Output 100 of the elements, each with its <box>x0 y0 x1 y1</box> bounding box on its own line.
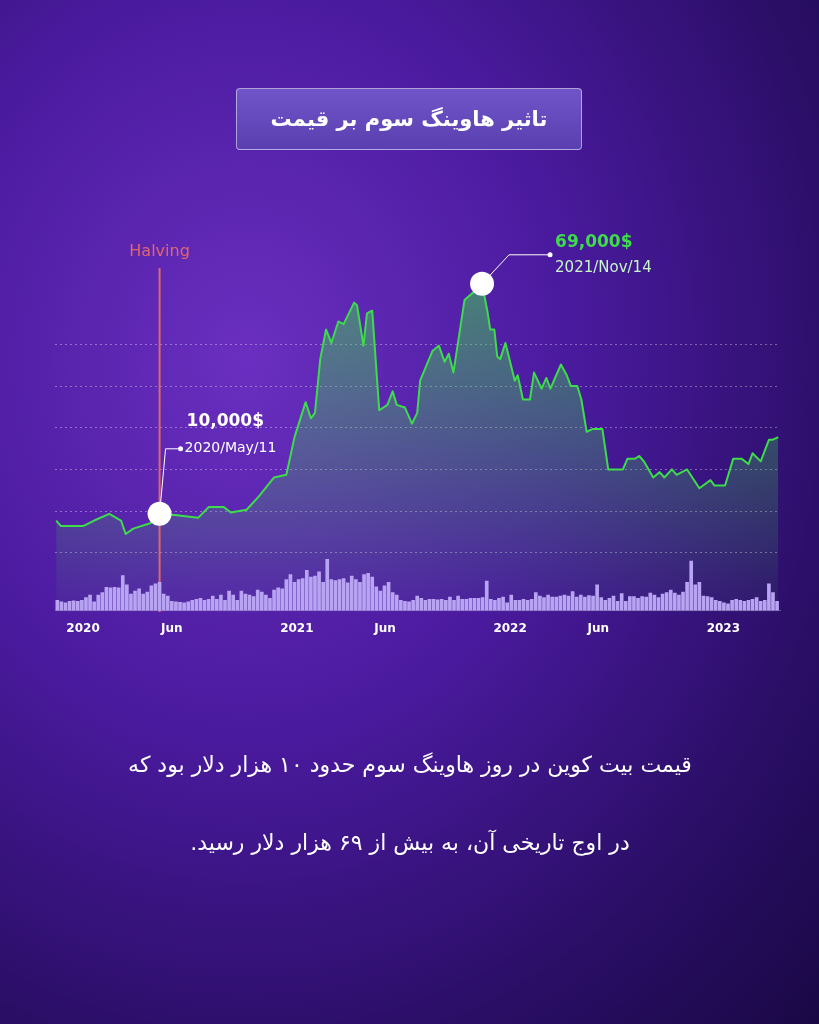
bar <box>165 595 170 611</box>
bar <box>648 592 653 611</box>
bar <box>120 575 125 611</box>
bar <box>399 599 403 611</box>
bar <box>170 600 174 611</box>
bar <box>439 598 444 611</box>
bar <box>325 559 330 611</box>
bar <box>722 602 726 611</box>
bar <box>493 599 497 611</box>
bar <box>734 598 739 611</box>
bar <box>349 575 354 611</box>
bar <box>452 599 456 611</box>
bar <box>215 598 219 611</box>
bar <box>595 584 599 611</box>
x-tick-label: Jun <box>586 620 610 635</box>
bar <box>456 595 460 611</box>
bar <box>276 587 280 611</box>
bar <box>304 570 309 611</box>
bar <box>619 593 624 611</box>
bar <box>546 594 550 611</box>
bar <box>88 594 92 611</box>
bar <box>677 594 681 611</box>
bar <box>509 594 514 611</box>
bar <box>730 599 734 611</box>
bar <box>587 595 591 611</box>
bar <box>255 589 260 611</box>
bar <box>133 590 137 611</box>
bar <box>80 599 84 611</box>
bar <box>210 595 215 611</box>
bar <box>668 589 673 611</box>
x-tick-label: 2021 <box>280 620 314 635</box>
bar <box>96 594 101 611</box>
bar <box>313 575 317 611</box>
bar <box>186 601 191 611</box>
bar <box>460 598 465 611</box>
annotation: 10,000$ <box>186 410 265 431</box>
bar <box>738 599 743 611</box>
bar <box>497 597 501 611</box>
bar <box>84 597 88 611</box>
bar <box>578 594 583 611</box>
bar <box>174 601 178 611</box>
bar <box>141 593 146 611</box>
bar <box>444 599 448 611</box>
bar <box>272 589 276 611</box>
bar <box>354 579 358 611</box>
bar <box>533 592 538 611</box>
x-tick-label: Jun <box>373 620 396 635</box>
bar <box>550 596 554 611</box>
bar <box>394 594 399 611</box>
bar <box>403 600 407 611</box>
bar <box>640 596 644 611</box>
annotation: 69,000$ <box>555 231 633 252</box>
bar <box>231 594 236 611</box>
bar <box>644 596 649 611</box>
bar <box>178 602 182 611</box>
bar <box>419 597 424 611</box>
bar <box>464 598 469 611</box>
bar <box>713 599 718 611</box>
bar <box>726 603 730 611</box>
bar <box>554 596 559 611</box>
chart-title: تاثیر هاوینگ سوم بر قیمت <box>236 88 582 150</box>
bar <box>767 583 771 611</box>
bar <box>538 595 542 611</box>
bar <box>689 560 694 611</box>
bar <box>227 590 231 611</box>
bar <box>366 573 370 611</box>
bar <box>75 600 80 611</box>
bar <box>370 576 375 611</box>
bar <box>219 594 223 611</box>
bar <box>484 580 489 611</box>
bar <box>407 601 411 611</box>
bar <box>317 571 321 611</box>
bar <box>603 599 608 611</box>
bar <box>628 596 632 611</box>
bar <box>632 596 636 611</box>
bar <box>542 597 546 611</box>
text: قیمت بیت کوین در روز هاوینگ سوم حدود ۱۰ هزار دلار بود که در اوج تاریخی آن، به بیش از ۶۹ هزار دلار رسید. <box>128 752 692 855</box>
x-tick-label: 2023 <box>706 620 741 635</box>
bar <box>71 600 76 611</box>
bar <box>636 597 640 611</box>
bar <box>501 596 505 611</box>
x-tick-label: 2022 <box>493 620 527 635</box>
bar <box>411 599 415 611</box>
annotation: 2021/Nov/14 <box>555 257 652 276</box>
bar <box>182 602 186 611</box>
bar <box>758 600 763 611</box>
x-tick-label: Jun <box>160 620 183 635</box>
bar <box>137 588 141 611</box>
annotation: 2020/May/11 <box>184 439 277 456</box>
bar <box>718 600 722 611</box>
bar <box>673 592 677 611</box>
bar <box>259 591 264 611</box>
bar <box>190 599 195 611</box>
bar <box>415 595 420 611</box>
x-tick-label: 2020 <box>66 620 100 635</box>
bar <box>583 596 587 611</box>
ref-line-label: Halving <box>129 241 190 261</box>
bar <box>448 596 452 611</box>
bar <box>362 574 366 611</box>
bar <box>264 594 268 611</box>
